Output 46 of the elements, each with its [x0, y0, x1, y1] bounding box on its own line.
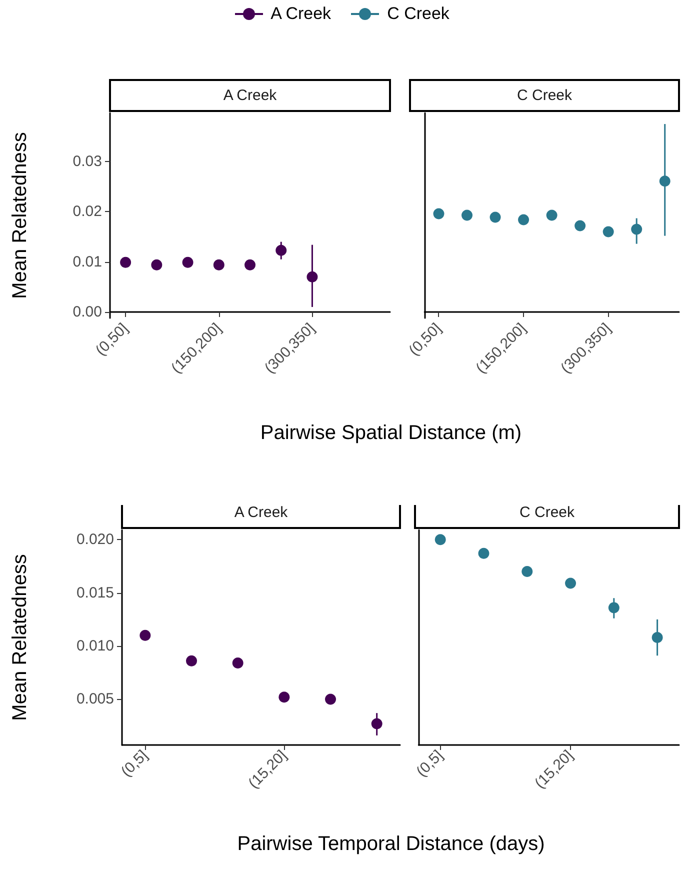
legend-label: C Creek: [387, 4, 450, 24]
point: [213, 259, 224, 270]
point: [151, 259, 162, 270]
point: [546, 210, 558, 221]
y-tick-label: 0.010: [76, 638, 114, 655]
point: [462, 210, 472, 221]
point: [278, 692, 290, 703]
y-axis-title: Mean Relatedness: [9, 554, 31, 721]
y-tick-label: 0.005: [76, 690, 114, 708]
point: [182, 256, 194, 268]
point: [371, 718, 382, 730]
y-tick-label: 0.01: [72, 253, 102, 270]
point: [276, 244, 287, 256]
chart-title: A Creek: [234, 504, 288, 521]
point: [574, 220, 586, 232]
point: [120, 256, 132, 268]
legend-label: A Creek: [270, 4, 332, 24]
point: [518, 214, 530, 226]
point: [244, 259, 256, 270]
y-tick-label: 0.00: [72, 303, 102, 320]
point: [602, 226, 614, 238]
point: [306, 271, 318, 282]
y-tick-label: 0.03: [72, 153, 102, 170]
point: [631, 224, 642, 235]
point: [232, 658, 244, 669]
point: [140, 630, 151, 641]
point: [490, 212, 501, 223]
point: [186, 655, 197, 666]
y-tick-label: 0.020: [76, 531, 114, 548]
y-tick-label: 0.02: [72, 203, 102, 220]
chart-title: C Creek: [519, 504, 576, 521]
x-axis-title: Pairwise Temporal Distance (days): [236, 833, 546, 856]
point: [325, 694, 336, 705]
y-axis-title: Mean Relatedness: [9, 132, 31, 299]
point: [659, 176, 670, 187]
y-tick-label: 0.015: [76, 584, 114, 602]
point: [652, 632, 663, 643]
point: [433, 208, 444, 220]
point: [522, 566, 533, 578]
x-axis-title: Pairwise Spatial Distance (m): [259, 422, 523, 445]
point: [565, 578, 576, 589]
chart-title: A Creek: [223, 87, 278, 104]
chart-title: C Creek: [516, 87, 573, 104]
point: [478, 548, 490, 559]
point: [608, 602, 620, 614]
point: [434, 534, 446, 546]
